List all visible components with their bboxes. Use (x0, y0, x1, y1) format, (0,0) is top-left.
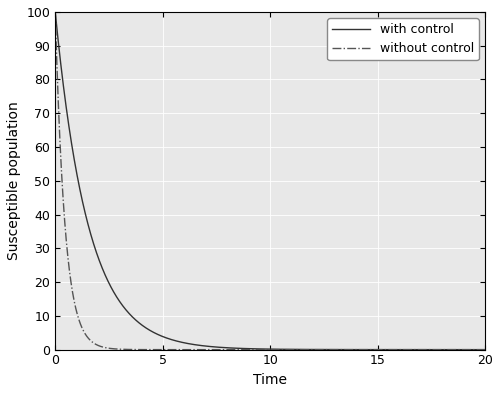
with control (474, 347, 480, 352)
with control (102, 271, 107, 275)
without control (217, 347, 223, 352)
with control (428, 347, 434, 352)
Legend: with control, without control: with control, without control (327, 18, 479, 60)
without control (127, 347, 133, 352)
Line: without control: without control (55, 12, 485, 349)
without control (474, 347, 480, 352)
without control (102, 345, 107, 350)
with control (217, 345, 223, 350)
with control (482, 347, 488, 352)
Y-axis label: Susceptible population: Susceptible population (7, 101, 21, 260)
X-axis label: Time: Time (253, 373, 287, 387)
without control (236, 347, 242, 352)
with control (236, 346, 242, 351)
with control (52, 9, 58, 14)
with control (127, 312, 133, 316)
without control (428, 347, 434, 352)
without control (482, 347, 488, 352)
without control (52, 9, 58, 14)
Line: with control: with control (55, 12, 485, 349)
